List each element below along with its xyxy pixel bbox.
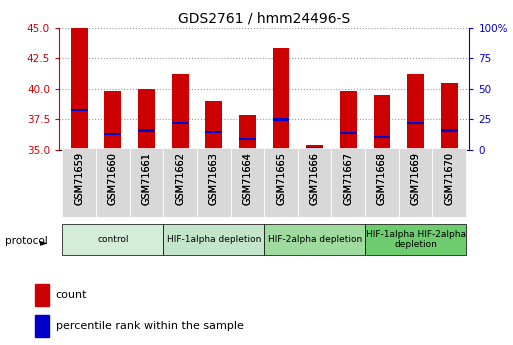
FancyBboxPatch shape	[63, 148, 96, 217]
Text: HIF-2alpha depletion: HIF-2alpha depletion	[267, 235, 362, 244]
Text: GSM71669: GSM71669	[410, 152, 421, 205]
Text: GSM71665: GSM71665	[276, 152, 286, 205]
Bar	[306, 147, 323, 149]
FancyBboxPatch shape	[432, 148, 466, 217]
Text: GSM71663: GSM71663	[209, 152, 219, 205]
Bar	[441, 129, 458, 131]
Title: GDS2761 / hmm24496-S: GDS2761 / hmm24496-S	[178, 11, 350, 25]
Text: GSM71666: GSM71666	[310, 152, 320, 205]
Bar	[105, 133, 121, 135]
Bar	[35, 315, 49, 337]
Text: GSM71659: GSM71659	[74, 152, 84, 205]
Text: GSM71667: GSM71667	[343, 152, 353, 205]
Bar	[340, 132, 357, 134]
FancyBboxPatch shape	[163, 148, 197, 217]
Text: GSM71664: GSM71664	[242, 152, 252, 205]
Bar	[407, 74, 424, 150]
Text: GSM71665: GSM71665	[276, 152, 286, 205]
FancyBboxPatch shape	[197, 148, 230, 217]
Bar	[138, 129, 155, 131]
FancyBboxPatch shape	[96, 148, 130, 217]
Bar	[407, 122, 424, 124]
Text: GSM71662: GSM71662	[175, 152, 185, 205]
Text: GSM71670: GSM71670	[444, 152, 454, 205]
Text: GSM71669: GSM71669	[410, 152, 421, 205]
FancyBboxPatch shape	[399, 148, 432, 217]
Bar	[239, 138, 256, 140]
Bar	[172, 74, 188, 150]
Bar	[373, 136, 390, 138]
Bar	[373, 95, 390, 150]
Text: GSM71661: GSM71661	[142, 152, 151, 205]
Text: count: count	[55, 290, 87, 300]
Text: protocol: protocol	[5, 237, 48, 246]
FancyBboxPatch shape	[163, 224, 264, 255]
FancyBboxPatch shape	[365, 224, 466, 255]
Text: GSM71664: GSM71664	[242, 152, 252, 205]
Text: percentile rank within the sample: percentile rank within the sample	[55, 321, 244, 331]
Text: GSM71663: GSM71663	[209, 152, 219, 205]
Bar	[35, 284, 49, 306]
Bar	[105, 91, 121, 150]
Text: GSM71659: GSM71659	[74, 152, 84, 205]
FancyBboxPatch shape	[63, 224, 163, 255]
Bar	[272, 48, 289, 150]
Bar	[138, 89, 155, 150]
Text: HIF-1alpha HIF-2alpha
depletion: HIF-1alpha HIF-2alpha depletion	[366, 230, 466, 249]
FancyBboxPatch shape	[365, 148, 399, 217]
FancyBboxPatch shape	[264, 224, 365, 255]
Bar	[205, 101, 222, 150]
Bar	[340, 91, 357, 150]
Text: GSM71666: GSM71666	[310, 152, 320, 205]
Text: ►: ►	[40, 237, 47, 247]
Bar	[239, 115, 256, 150]
Text: GSM71668: GSM71668	[377, 152, 387, 205]
Text: GSM71661: GSM71661	[142, 152, 151, 205]
Bar	[205, 131, 222, 133]
Text: GSM71660: GSM71660	[108, 152, 118, 205]
FancyBboxPatch shape	[331, 148, 365, 217]
FancyBboxPatch shape	[264, 148, 298, 217]
FancyBboxPatch shape	[130, 148, 163, 217]
FancyBboxPatch shape	[298, 148, 331, 217]
Text: GSM71668: GSM71668	[377, 152, 387, 205]
Text: control: control	[97, 235, 129, 244]
Text: GSM71667: GSM71667	[343, 152, 353, 205]
Text: GSM71670: GSM71670	[444, 152, 454, 205]
Bar	[272, 118, 289, 120]
Text: HIF-1alpha depletion: HIF-1alpha depletion	[167, 235, 261, 244]
Bar	[71, 28, 88, 150]
Text: GSM71660: GSM71660	[108, 152, 118, 205]
Bar	[441, 83, 458, 150]
Bar	[172, 122, 188, 124]
FancyBboxPatch shape	[230, 148, 264, 217]
Text: GSM71662: GSM71662	[175, 152, 185, 205]
Bar	[71, 109, 88, 111]
Bar	[306, 145, 323, 150]
